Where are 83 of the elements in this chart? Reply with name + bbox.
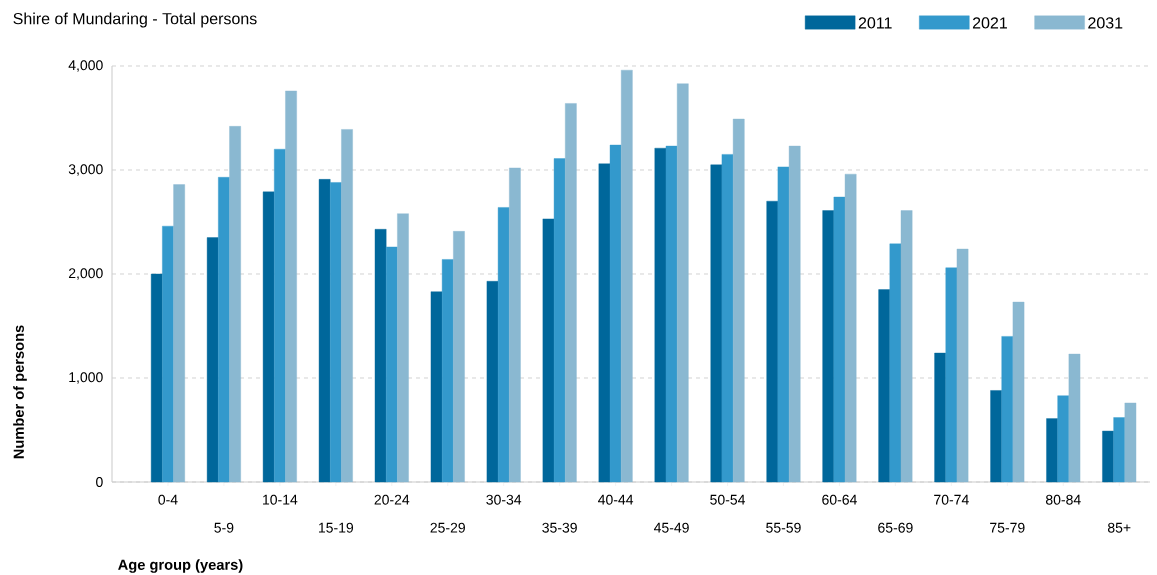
bar (218, 177, 230, 483)
x-tick-label: 85+ (1107, 522, 1131, 533)
y-tick-label: 4,000 (68, 60, 103, 72)
bar (1068, 353, 1081, 483)
bar (654, 147, 667, 483)
x-tick-label: 15-19 (318, 522, 354, 533)
bar (732, 118, 745, 483)
bar (598, 163, 611, 483)
x-axis-title: Age group (years) (118, 559, 243, 573)
bar (374, 229, 387, 483)
legend-label: 2021 (972, 17, 1007, 29)
bar (822, 210, 835, 483)
bar (565, 103, 577, 483)
bar (430, 291, 443, 483)
bar (1113, 417, 1126, 483)
bar (330, 182, 342, 483)
bar (900, 210, 913, 483)
bar (945, 267, 958, 483)
bar (844, 173, 857, 483)
bar (1102, 430, 1114, 483)
y-tick-label: 2,000 (68, 268, 103, 280)
bar (262, 191, 275, 483)
bar (441, 259, 454, 483)
legend-label: 2031 (1088, 17, 1123, 29)
x-tick-label: 75-79 (990, 522, 1025, 533)
bar (553, 158, 566, 483)
x-tick-label: 70-74 (934, 494, 969, 505)
chart-title: Shire of Mundaring - Total persons (13, 12, 257, 28)
bar (274, 149, 286, 483)
bar (150, 273, 163, 483)
bar (1046, 418, 1058, 483)
bar (509, 167, 521, 483)
x-tick-label: 25-29 (430, 522, 465, 533)
bar (385, 246, 398, 483)
bar (878, 289, 891, 483)
x-tick-label: 55-59 (766, 522, 801, 533)
x-tick-label: 0-4 (158, 494, 178, 505)
bar (665, 145, 678, 483)
bar (486, 281, 499, 483)
bar (889, 243, 902, 483)
bar (833, 196, 846, 483)
bar (710, 164, 723, 483)
x-tick-label: 65-69 (878, 522, 913, 533)
bar (1057, 395, 1070, 483)
y-tick-label: 0 (96, 477, 103, 487)
bar (497, 207, 510, 483)
bar (453, 231, 465, 483)
bar (788, 145, 801, 483)
bar (609, 144, 622, 483)
bar (721, 154, 734, 483)
y-tick-label: 1,000 (69, 372, 103, 384)
x-tick-label: 40-44 (598, 494, 634, 505)
bar (990, 390, 1002, 483)
bar (1012, 301, 1025, 483)
bar (956, 248, 969, 483)
legend-label: 2011 (858, 17, 892, 29)
bar (318, 179, 331, 483)
bar (1001, 336, 1014, 483)
x-tick-label: 5-9 (214, 522, 234, 533)
bar (766, 201, 779, 483)
bar (542, 218, 555, 483)
y-tick-label: 3,000 (68, 164, 103, 176)
bar (285, 90, 297, 483)
bar (173, 184, 185, 483)
x-tick-label: 20-24 (374, 494, 410, 505)
bar (341, 129, 353, 483)
bar (1124, 402, 1137, 483)
x-tick-label: 45-49 (653, 522, 689, 533)
bar (229, 126, 241, 483)
bar (676, 83, 689, 483)
y-axis-title: Number of persons (13, 325, 27, 459)
bar (397, 213, 409, 483)
x-tick-label: 10-14 (263, 494, 298, 505)
bar (777, 166, 790, 483)
x-tick-label: 30-34 (486, 494, 522, 505)
x-tick-label: 50-54 (710, 494, 745, 505)
bar (162, 225, 174, 483)
bar (621, 69, 633, 483)
x-tick-label: 80-84 (1045, 494, 1081, 505)
bar (934, 352, 946, 483)
bar (206, 237, 219, 483)
x-tick-label: 60-64 (822, 494, 857, 505)
x-tick-label: 35-39 (542, 522, 577, 533)
